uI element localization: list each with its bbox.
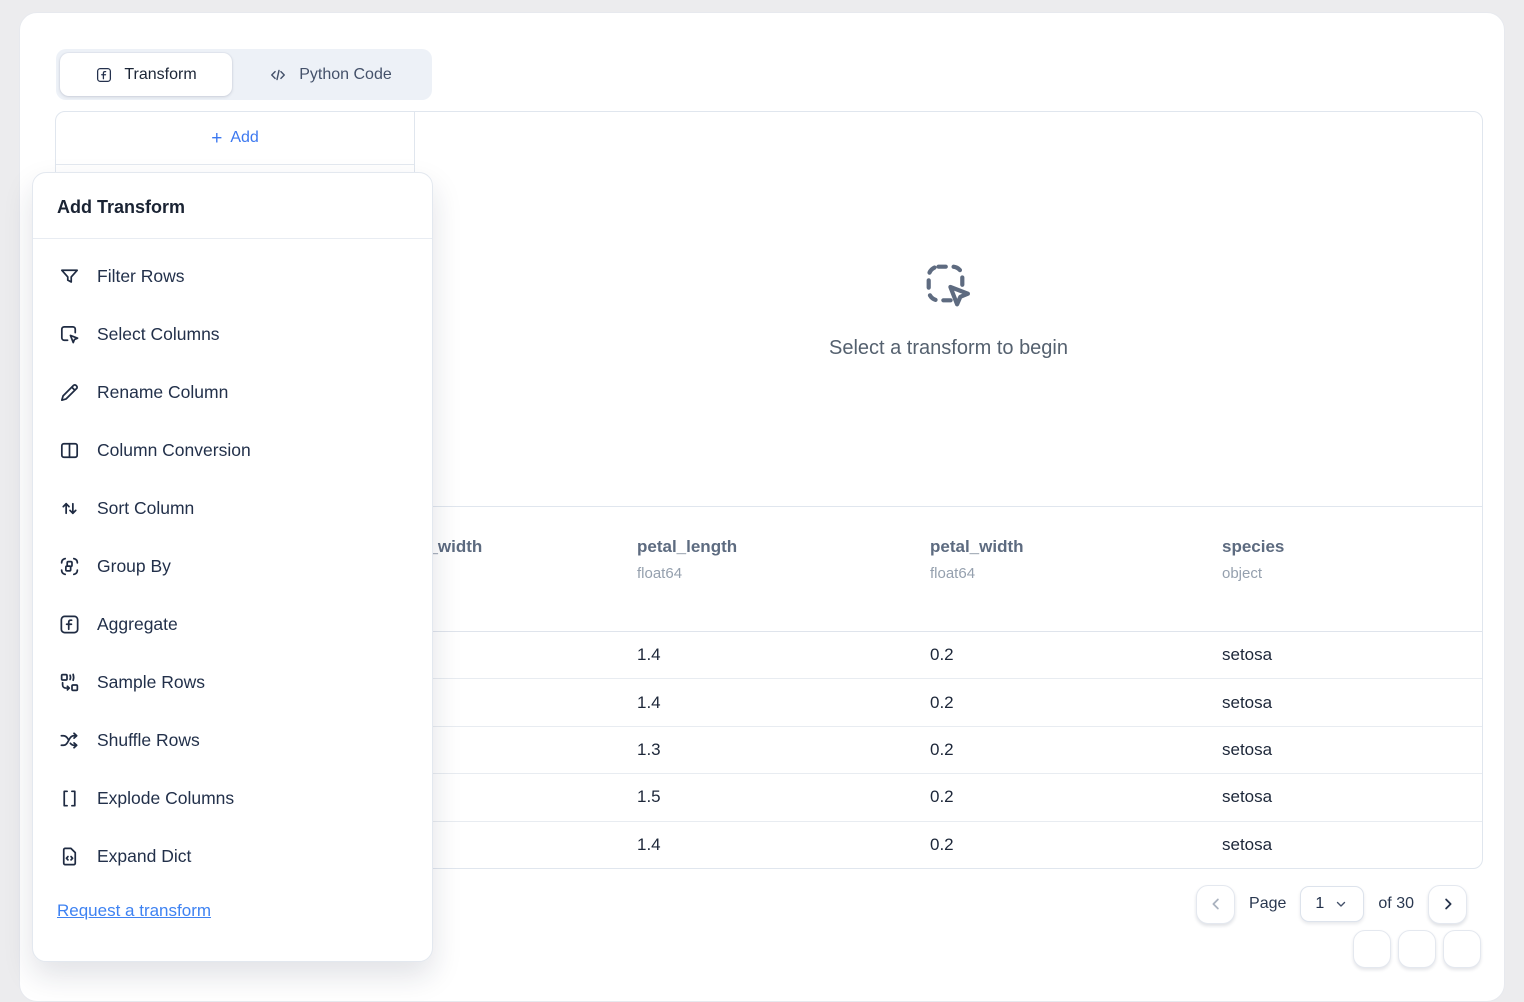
- cell-species: setosa: [1222, 692, 1273, 712]
- table-header-petal-length[interactable]: petal_length float64: [637, 537, 738, 582]
- table-row[interactable]: 1.4 0.2 setosa: [56, 632, 1482, 680]
- table-row[interactable]: 1.5 0.2 setosa: [56, 774, 1482, 822]
- page-select[interactable]: 1: [1300, 886, 1365, 922]
- cell-petal-width: 0.2: [930, 692, 954, 712]
- sort-icon: [57, 497, 81, 520]
- cell-species: setosa: [1222, 787, 1273, 807]
- sample-rows-icon: [57, 671, 81, 694]
- tab-transform[interactable]: Transform: [60, 53, 232, 96]
- plus-icon: +: [211, 127, 223, 149]
- menu-item-sort-column[interactable]: Sort Column: [33, 479, 432, 537]
- code-icon: [268, 65, 288, 85]
- cutoff-button[interactable]: [1443, 930, 1481, 968]
- cell-petal-width: 0.2: [930, 740, 954, 760]
- cell-petal-width: 0.2: [930, 787, 954, 807]
- function-icon: [57, 613, 81, 636]
- cell-species: setosa: [1222, 740, 1273, 760]
- menu-item-sample-rows[interactable]: Sample Rows: [33, 653, 432, 711]
- cell-species: setosa: [1222, 834, 1273, 854]
- function-icon: [95, 66, 113, 84]
- chevron-left-icon: [1207, 895, 1225, 913]
- menu-item-column-conversion[interactable]: Column Conversion: [33, 421, 432, 479]
- pencil-icon: [57, 381, 81, 404]
- menu-item-expand-dict[interactable]: Expand Dict: [33, 827, 432, 885]
- filter-icon: [57, 265, 81, 288]
- brackets-icon: [57, 787, 81, 810]
- menu-item-shuffle-rows[interactable]: Shuffle Rows: [33, 711, 432, 769]
- cell-petal-width: 0.2: [930, 834, 954, 854]
- table-row[interactable]: 1.4 0.2 setosa: [56, 679, 1482, 727]
- cell-species: setosa: [1222, 645, 1273, 665]
- menu-items: Filter Rows Select Columns Rename Column: [33, 239, 432, 893]
- cell-petal-length: 1.4: [637, 645, 661, 665]
- menu-item-rename-column[interactable]: Rename Column: [33, 363, 432, 421]
- page-label: Page: [1249, 895, 1287, 912]
- table-header-species[interactable]: species object: [1222, 537, 1285, 582]
- mode-tabs: Transform Python Code: [56, 49, 432, 100]
- tab-python-code[interactable]: Python Code: [232, 53, 428, 96]
- chevron-right-icon: [1439, 895, 1457, 913]
- menu-item-group-by[interactable]: Group By: [33, 537, 432, 595]
- table-row[interactable]: 1.3 0.2 setosa: [56, 727, 1482, 775]
- add-transform-button-label: Add: [230, 129, 259, 146]
- prev-page-button[interactable]: [1196, 884, 1236, 924]
- columns-icon: [57, 439, 81, 462]
- menu-item-aggregate[interactable]: Aggregate: [33, 595, 432, 653]
- next-page-button[interactable]: [1428, 884, 1467, 924]
- chevron-down-icon: [1334, 897, 1348, 911]
- data-table: sepal_width float64 petal_length float64…: [56, 507, 1482, 868]
- page-select-value: 1: [1315, 895, 1325, 912]
- menu-title: Add Transform: [33, 173, 432, 239]
- group-by-icon: [57, 555, 81, 578]
- cell-petal-length: 1.5: [637, 787, 661, 807]
- transform-editor: Select a transform to begin: [415, 112, 1482, 506]
- menu-item-filter-rows[interactable]: Filter Rows: [33, 247, 432, 305]
- cell-petal-length: 1.4: [637, 692, 661, 712]
- select-columns-icon: [57, 323, 81, 346]
- page-count-label: of 30: [1378, 895, 1414, 912]
- menu-item-explode-columns[interactable]: Explode Columns: [33, 769, 432, 827]
- empty-state-message: Select a transform to begin: [828, 336, 1068, 359]
- cutoff-button[interactable]: [1398, 930, 1436, 968]
- cell-petal-length: 1.3: [637, 740, 661, 760]
- cell-petal-length: 1.4: [637, 834, 661, 854]
- expand-dict-icon: [57, 845, 81, 868]
- tab-python-code-label: Python Code: [299, 65, 392, 83]
- request-transform-link[interactable]: Request a transform: [57, 901, 212, 920]
- cell-petal-width: 0.2: [930, 645, 954, 665]
- table-header-petal-width[interactable]: petal_width float64: [930, 537, 1024, 582]
- shuffle-icon: [57, 729, 81, 752]
- cutoff-button[interactable]: [1353, 930, 1391, 968]
- pagination: Page 1 of 30: [1196, 884, 1467, 924]
- cursor-select-icon: [921, 259, 977, 315]
- tab-transform-label: Transform: [124, 65, 197, 83]
- add-transform-button[interactable]: + Add: [56, 112, 414, 165]
- add-transform-menu: Add Transform Filter Rows Select Columns: [32, 172, 433, 962]
- cutoff-button-row: [1353, 930, 1481, 968]
- table-row[interactable]: 1.4 0.2 setosa: [56, 822, 1482, 868]
- menu-item-select-columns[interactable]: Select Columns: [33, 305, 432, 363]
